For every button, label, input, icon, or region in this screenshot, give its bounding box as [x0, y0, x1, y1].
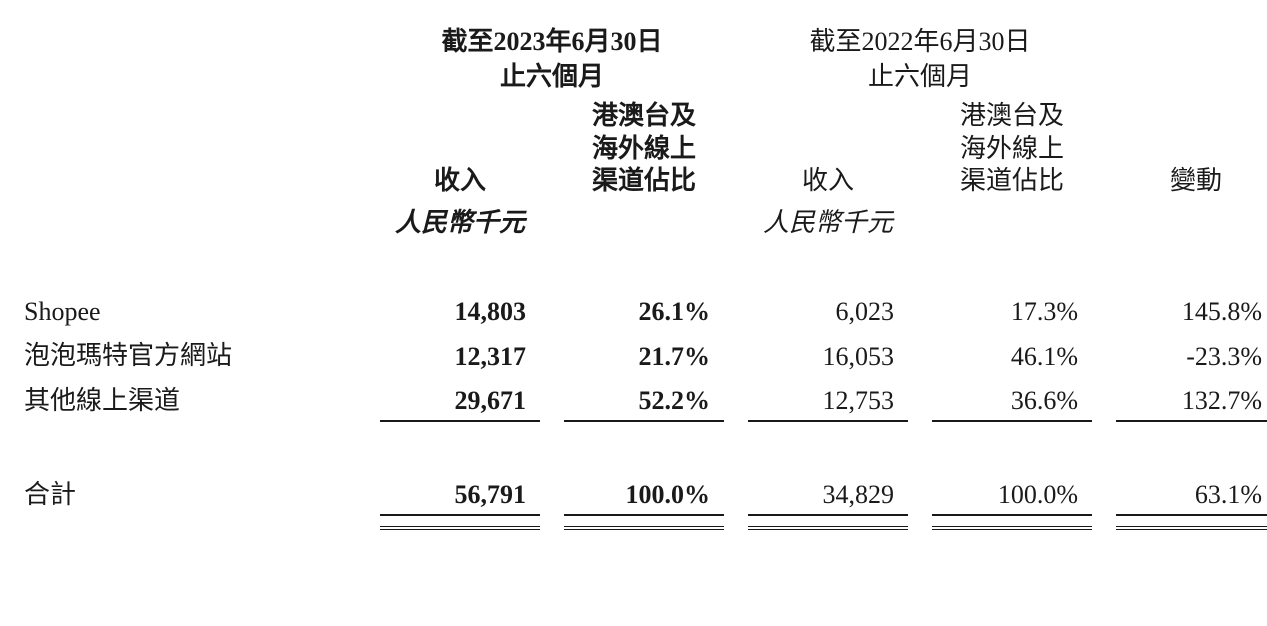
- col-2023-share-header: 港澳台及 海外線上 渠道佔比: [564, 96, 724, 198]
- period-2023-line1: 截至2023年6月30日: [442, 27, 663, 56]
- total-rev-2023: 56,791: [380, 470, 540, 515]
- row-1-label: 泡泡瑪特官方網站: [20, 331, 380, 376]
- row-1-rev-2023: 12,317: [380, 331, 540, 376]
- table-row: 其他線上渠道 29,671 52.2% 12,753 36.6% 132.7%: [20, 376, 1267, 421]
- row-0-rev-2022: 6,023: [748, 293, 908, 331]
- table-row: 泡泡瑪特官方網站 12,317 21.7% 16,053 46.1% -23.3…: [20, 331, 1267, 376]
- period-2022-line2: 止六個月: [868, 62, 972, 91]
- period-2023-line2: 止六個月: [500, 62, 604, 91]
- table-row: Shopee 14,803 26.1% 6,023 17.3% 145.8%: [20, 293, 1267, 331]
- row-0-share-2022: 17.3%: [932, 293, 1092, 331]
- col-2022-share-header: 港澳台及 海外線上 渠道佔比: [932, 96, 1092, 198]
- row-0-share-2023: 26.1%: [564, 293, 724, 331]
- row-1-rev-2022: 16,053: [748, 331, 908, 376]
- col-2022-revenue-header: 收入: [748, 96, 908, 198]
- total-row: 合計 56,791 100.0% 34,829 100.0% 63.1%: [20, 470, 1267, 515]
- period-2023-header: 截至2023年6月30日 止六個月: [380, 24, 724, 96]
- row-2-change: 132.7%: [1116, 376, 1267, 421]
- unit-2022: 人民幣千元: [748, 198, 908, 245]
- row-2-rev-2023: 29,671: [380, 376, 540, 421]
- row-2-share-2022: 36.6%: [932, 376, 1092, 421]
- revenue-by-channel-table: 截至2023年6月30日 止六個月 截至2022年6月30日 止六個月 收入 港…: [20, 24, 1267, 530]
- total-rev-2022: 34,829: [748, 470, 908, 515]
- col-change-header: 變動: [1116, 96, 1267, 198]
- period-2022-header: 截至2022年6月30日 止六個月: [748, 24, 1092, 96]
- row-1-share-2022: 46.1%: [932, 331, 1092, 376]
- row-0-rev-2023: 14,803: [380, 293, 540, 331]
- row-1-share-2023: 21.7%: [564, 331, 724, 376]
- total-label: 合計: [20, 470, 380, 515]
- row-2-label: 其他線上渠道: [20, 376, 380, 421]
- row-2-share-2023: 52.2%: [564, 376, 724, 421]
- unit-2023: 人民幣千元: [380, 198, 540, 245]
- total-share-2023: 100.0%: [564, 470, 724, 515]
- row-1-change: -23.3%: [1116, 331, 1267, 376]
- total-change: 63.1%: [1116, 470, 1267, 515]
- row-0-change: 145.8%: [1116, 293, 1267, 331]
- row-0-label: Shopee: [20, 293, 380, 331]
- total-share-2022: 100.0%: [932, 470, 1092, 515]
- col-2023-revenue-header: 收入: [380, 96, 540, 198]
- period-2022-line1: 截至2022年6月30日: [810, 27, 1031, 56]
- row-2-rev-2022: 12,753: [748, 376, 908, 421]
